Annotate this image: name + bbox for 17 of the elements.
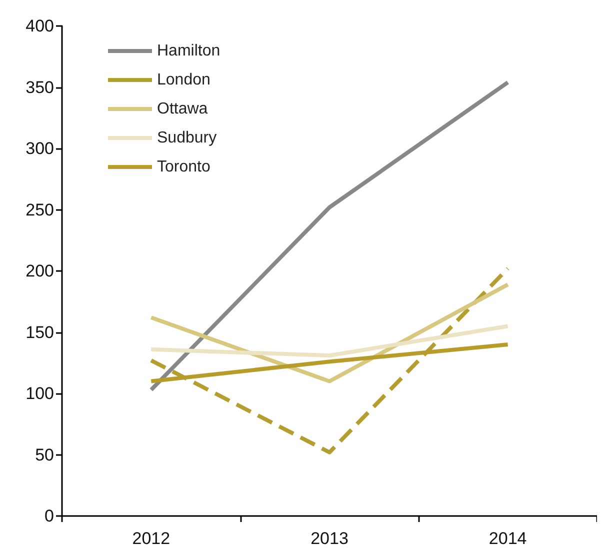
y-tick-label: 100 <box>26 384 54 403</box>
legend-label: London <box>157 72 210 88</box>
y-tick-label: 400 <box>26 16 54 36</box>
legend-label: Toronto <box>157 158 210 176</box>
y-tick-label: 350 <box>26 78 54 97</box>
legend-label: Hamilton <box>157 42 220 60</box>
y-tick-label: 250 <box>26 200 54 220</box>
legend-label: Sudbury <box>157 130 217 146</box>
y-tick-label: 150 <box>26 322 54 342</box>
y-tick-label: 200 <box>26 262 54 280</box>
x-tick-label: 2014 <box>488 529 527 548</box>
legend-label: Ottawa <box>157 100 208 118</box>
y-tick-label: 0 <box>44 506 54 526</box>
y-tick-label: 300 <box>26 139 54 158</box>
x-tick-label: 2013 <box>310 529 348 548</box>
x-tick-label: 2012 <box>132 529 170 548</box>
y-tick-label: 50 <box>35 445 54 464</box>
